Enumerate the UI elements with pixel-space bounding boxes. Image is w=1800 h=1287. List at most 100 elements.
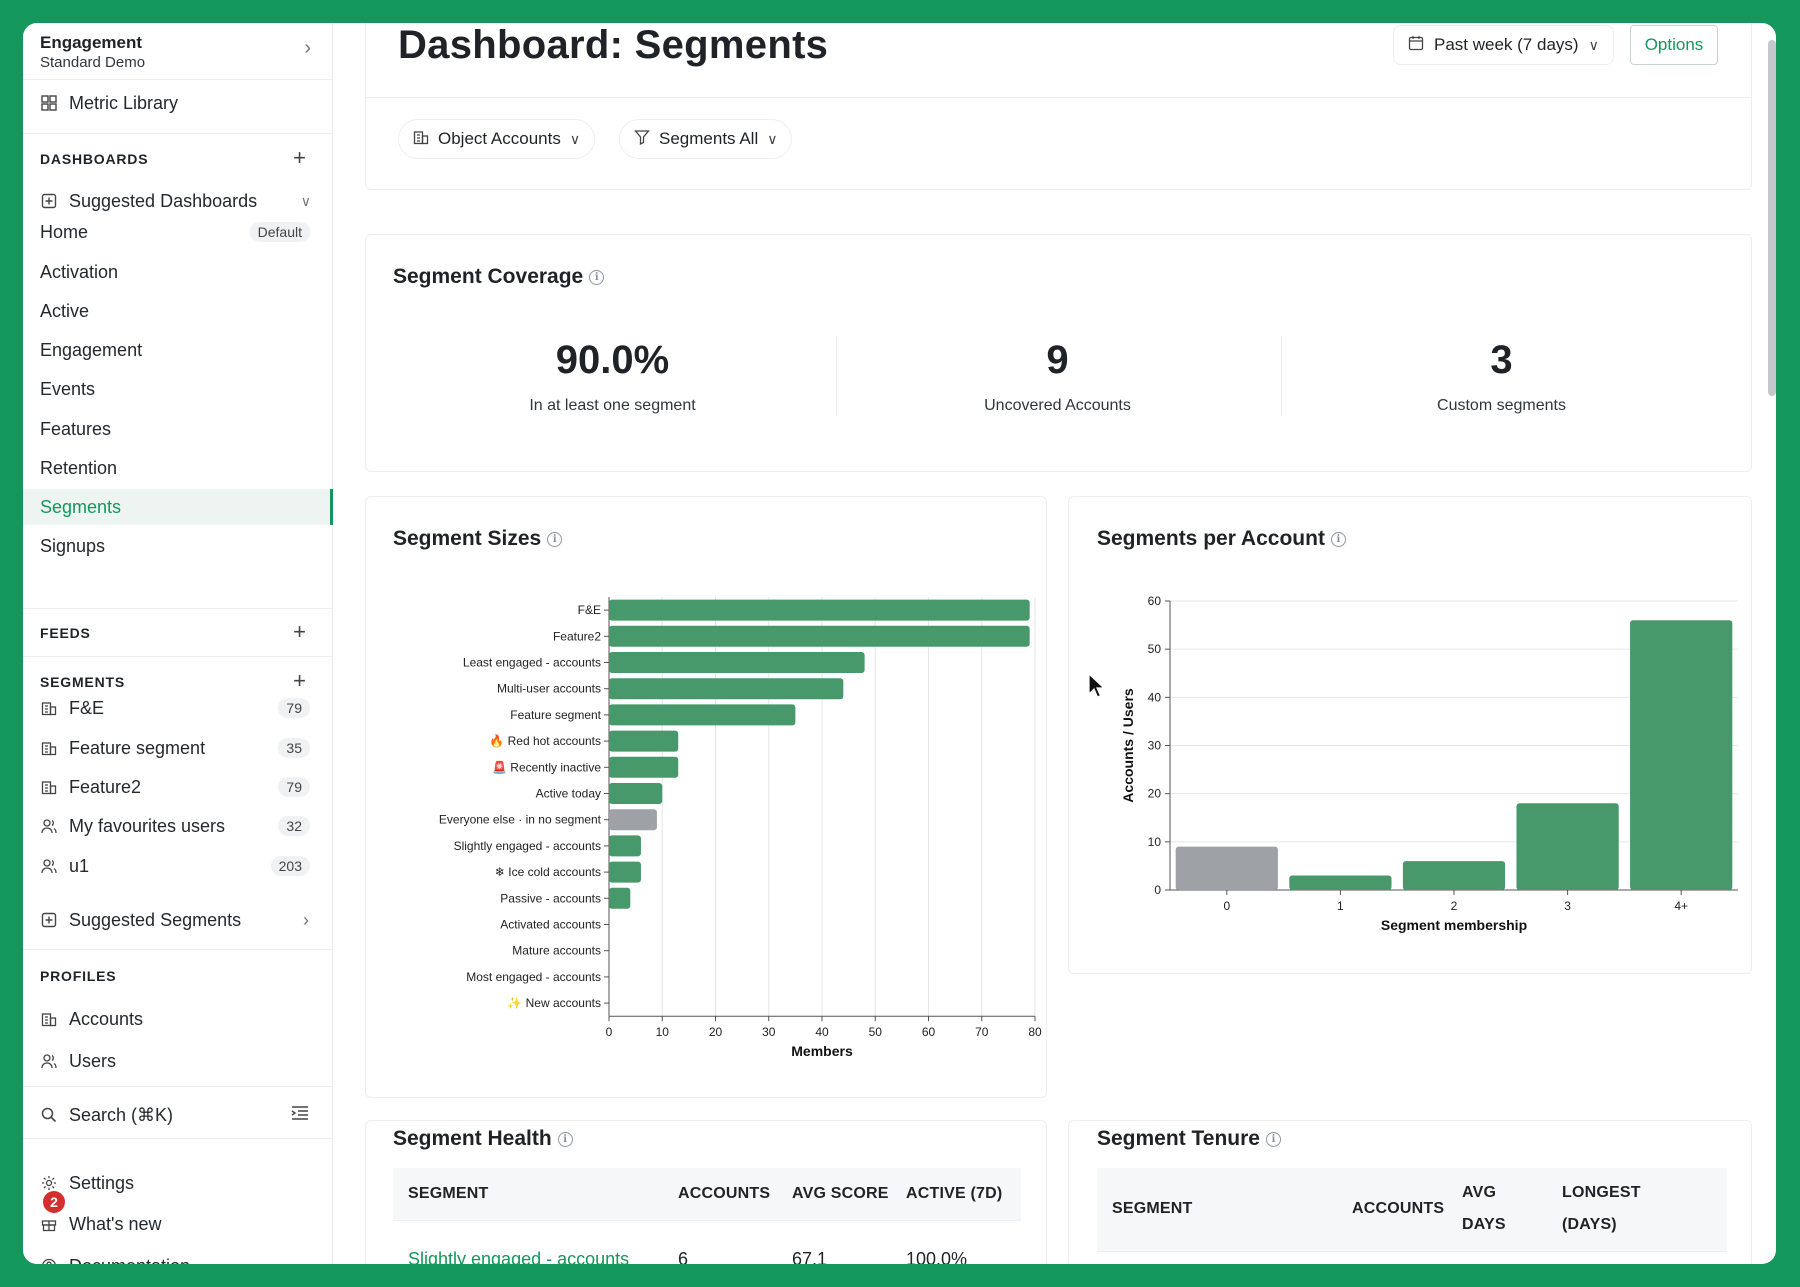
accounts-link[interactable]: Accounts [23,1001,333,1037]
suggested-segments-item[interactable]: Suggested Segments › [23,902,333,938]
segment-coverage-title-text: Segment Coverage [393,265,584,288]
y-tick-label: 60 [1148,594,1162,608]
search-button[interactable]: Search (⌘K) [23,1097,333,1133]
segment-sizes-title: Segment Sizes i [393,527,563,551]
divider [23,133,333,134]
chevron-down-icon: ∨ [1588,36,1599,53]
suggested-icon [40,911,58,929]
x-tick-label: 10 [656,1025,670,1039]
settings-link[interactable]: Settings [23,1165,333,1201]
segment-sizes-card [365,496,1047,1098]
info-icon[interactable]: i [589,269,605,285]
column-header-avg[interactable]: AVG [1462,1184,1497,1201]
users-link[interactable]: Users [23,1043,333,1079]
sidebar-item-retention[interactable]: Retention [23,450,333,486]
bar [609,625,1030,647]
add-feed-icon[interactable]: + [293,619,306,644]
sidebar-item-label: Engagement [40,339,143,360]
sidebar-segment-item[interactable]: Feature2 79 [23,769,333,805]
sidebar-item-activation[interactable]: Activation [23,254,333,290]
info-icon[interactable]: i [557,1131,573,1147]
column-header-days[interactable]: DAYS [1462,1216,1506,1233]
column-header-segment[interactable]: SEGMENT [1112,1200,1193,1217]
avg-score-cell: 67.1 [792,1249,828,1264]
segments-per-account-title: Segments per Account i [1097,527,1346,551]
options-button[interactable]: Options [1630,25,1718,65]
sidebar-item-home[interactable]: Home Default [23,214,333,250]
sidebar-segment-item[interactable]: My favourites users 32 [23,808,333,844]
dashboards-section-title: DASHBOARDS [40,151,149,167]
column-header-longest-days[interactable]: (DAYS) [1562,1216,1617,1233]
kpi-uncovered: 9 Uncovered Accounts [835,338,1280,415]
sidebar-item-features[interactable]: Features [23,411,333,447]
users-icon [40,817,58,835]
sidebar-item-events[interactable]: Events [23,371,333,407]
info-icon[interactable]: i [1265,1131,1281,1147]
segment-sizes-chart: 0 10 20 30 40 50 60 70 80 F&E Feature2 Least engage… [439,597,1042,1059]
category-label: Active today [536,787,601,801]
x-tick-label: 20 [709,1025,723,1039]
grid-icon [40,94,58,112]
add-dashboard-icon[interactable]: + [293,145,306,170]
workspace-name: Engagement [40,33,143,52]
accounts-cell: 6 [678,1249,689,1264]
page-title: Dashboard: Segments [398,23,829,67]
segments-per-account-chart: 0 10 20 30 40 50 60 0 1 2 3 4+ Segment membership Acc… [1120,594,1738,933]
add-segment-icon[interactable]: + [293,668,306,693]
column-header-longest[interactable]: LONGEST [1562,1184,1641,1201]
settings-label: Settings [69,1172,135,1193]
y-tick-label: 0 [1154,883,1161,897]
scrollbar[interactable] [1768,40,1776,396]
category-label: 🔥 Red hot accounts [489,734,601,748]
bar [609,835,641,857]
divider [365,97,1752,98]
y-tick-label: 40 [1148,690,1162,704]
divider [23,656,333,657]
segment-link[interactable]: Slightly engaged - accounts [408,1249,630,1264]
x-tick-label: 40 [815,1025,829,1039]
sidebar-segment-item[interactable]: u1 203 [23,848,333,884]
category-label: Most engaged - accounts [466,970,601,984]
column-header-segment[interactable]: SEGMENT [408,1185,489,1202]
category-label: F&E [578,603,601,617]
x-tick-label: 60 [922,1025,936,1039]
documentation-link[interactable]: Documentation [23,1248,333,1264]
info-icon[interactable]: i [547,531,563,547]
suggested-dashboards-item[interactable]: Suggested Dashboards ∨ [23,183,333,219]
x-tick-label: 3 [1564,899,1571,913]
workspace-switcher[interactable]: Engagement Standard Demo › [23,23,333,80]
metric-library-label: Metric Library [69,92,179,113]
category-label: Everyone else · in no segment [439,813,602,827]
table-row[interactable]: Slightly engaged - accounts 6 67.1 100.0… [393,1249,1021,1264]
column-header-avg-score[interactable]: AVG SCORE [792,1185,889,1202]
sidebar-item-segments[interactable]: Segments [23,489,333,525]
whats-new-link[interactable]: What's new [23,1206,333,1242]
divider [836,336,837,416]
sidebar-segment-label: Feature segment [69,737,206,758]
sidebar-segment-item[interactable]: F&E 79 [23,690,333,726]
kpi-value: 90.0% [555,338,670,382]
sidebar-item-label: Features [40,418,112,439]
accounts-label: Accounts [69,1008,144,1029]
count-badge: 203 [270,856,310,876]
sidebar-item-label: Segments [40,496,122,517]
info-icon[interactable]: i [1330,531,1346,547]
chevron-right-icon: › [303,909,309,930]
date-range-label: Past week (7 days) [1434,35,1579,54]
sidebar-item-active[interactable]: Active [23,293,333,329]
bar [1516,803,1619,890]
date-range-picker[interactable]: Past week (7 days) ∨ [1393,25,1614,65]
column-header-active[interactable]: ACTIVE (7D) [906,1185,1003,1202]
sidebar-segment-label: F&E [69,697,105,718]
collapse-menu-icon[interactable] [291,1105,309,1126]
sidebar-item-signups[interactable]: Signups [23,528,333,564]
bar [1402,861,1506,890]
sidebar-item-engagement[interactable]: Engagement [23,332,333,368]
segments-filter[interactable]: Segments All ∨ [619,119,793,159]
metric-library-link[interactable]: Metric Library [23,85,333,121]
sidebar-segment-item[interactable]: Feature segment 35 [23,730,333,766]
object-filter[interactable]: Object Accounts ∨ [398,119,596,159]
kpi-label: Custom segments [1437,397,1566,414]
column-header-accounts[interactable]: ACCOUNTS [678,1185,771,1202]
column-header-accounts[interactable]: ACCOUNTS [1352,1200,1445,1217]
